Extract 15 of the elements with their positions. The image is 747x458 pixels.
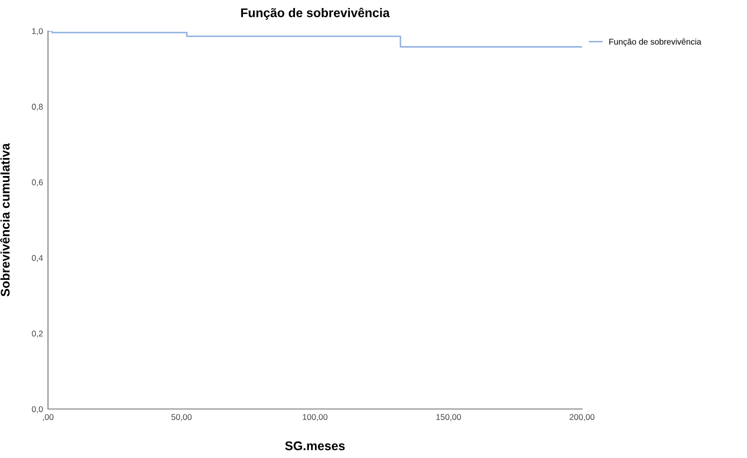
y-tick-label: 1,0: [32, 28, 43, 36]
x-tick-label: 150,00: [436, 414, 461, 421]
y-axis-title: Sobrevivência cumulativa: [0, 143, 10, 296]
y-tick-label: 0,8: [32, 104, 43, 111]
y-tick-label: 0,0: [32, 406, 43, 414]
legend-label: Função de sobrevivência: [609, 38, 702, 46]
x-tick-label: 50,00: [171, 414, 192, 421]
chart-title: Função de sobrevivência: [241, 8, 390, 20]
y-tick-label: 0,6: [32, 179, 43, 186]
x-axis-title: SG.meses: [285, 441, 345, 450]
x-tick-label: ,00: [42, 414, 54, 421]
y-tick-label: 0,4: [32, 255, 43, 262]
x-tick-label: 100,00: [302, 414, 328, 421]
x-tick-label: 200,00: [570, 414, 594, 421]
y-tick-label: 0,2: [32, 330, 43, 338]
